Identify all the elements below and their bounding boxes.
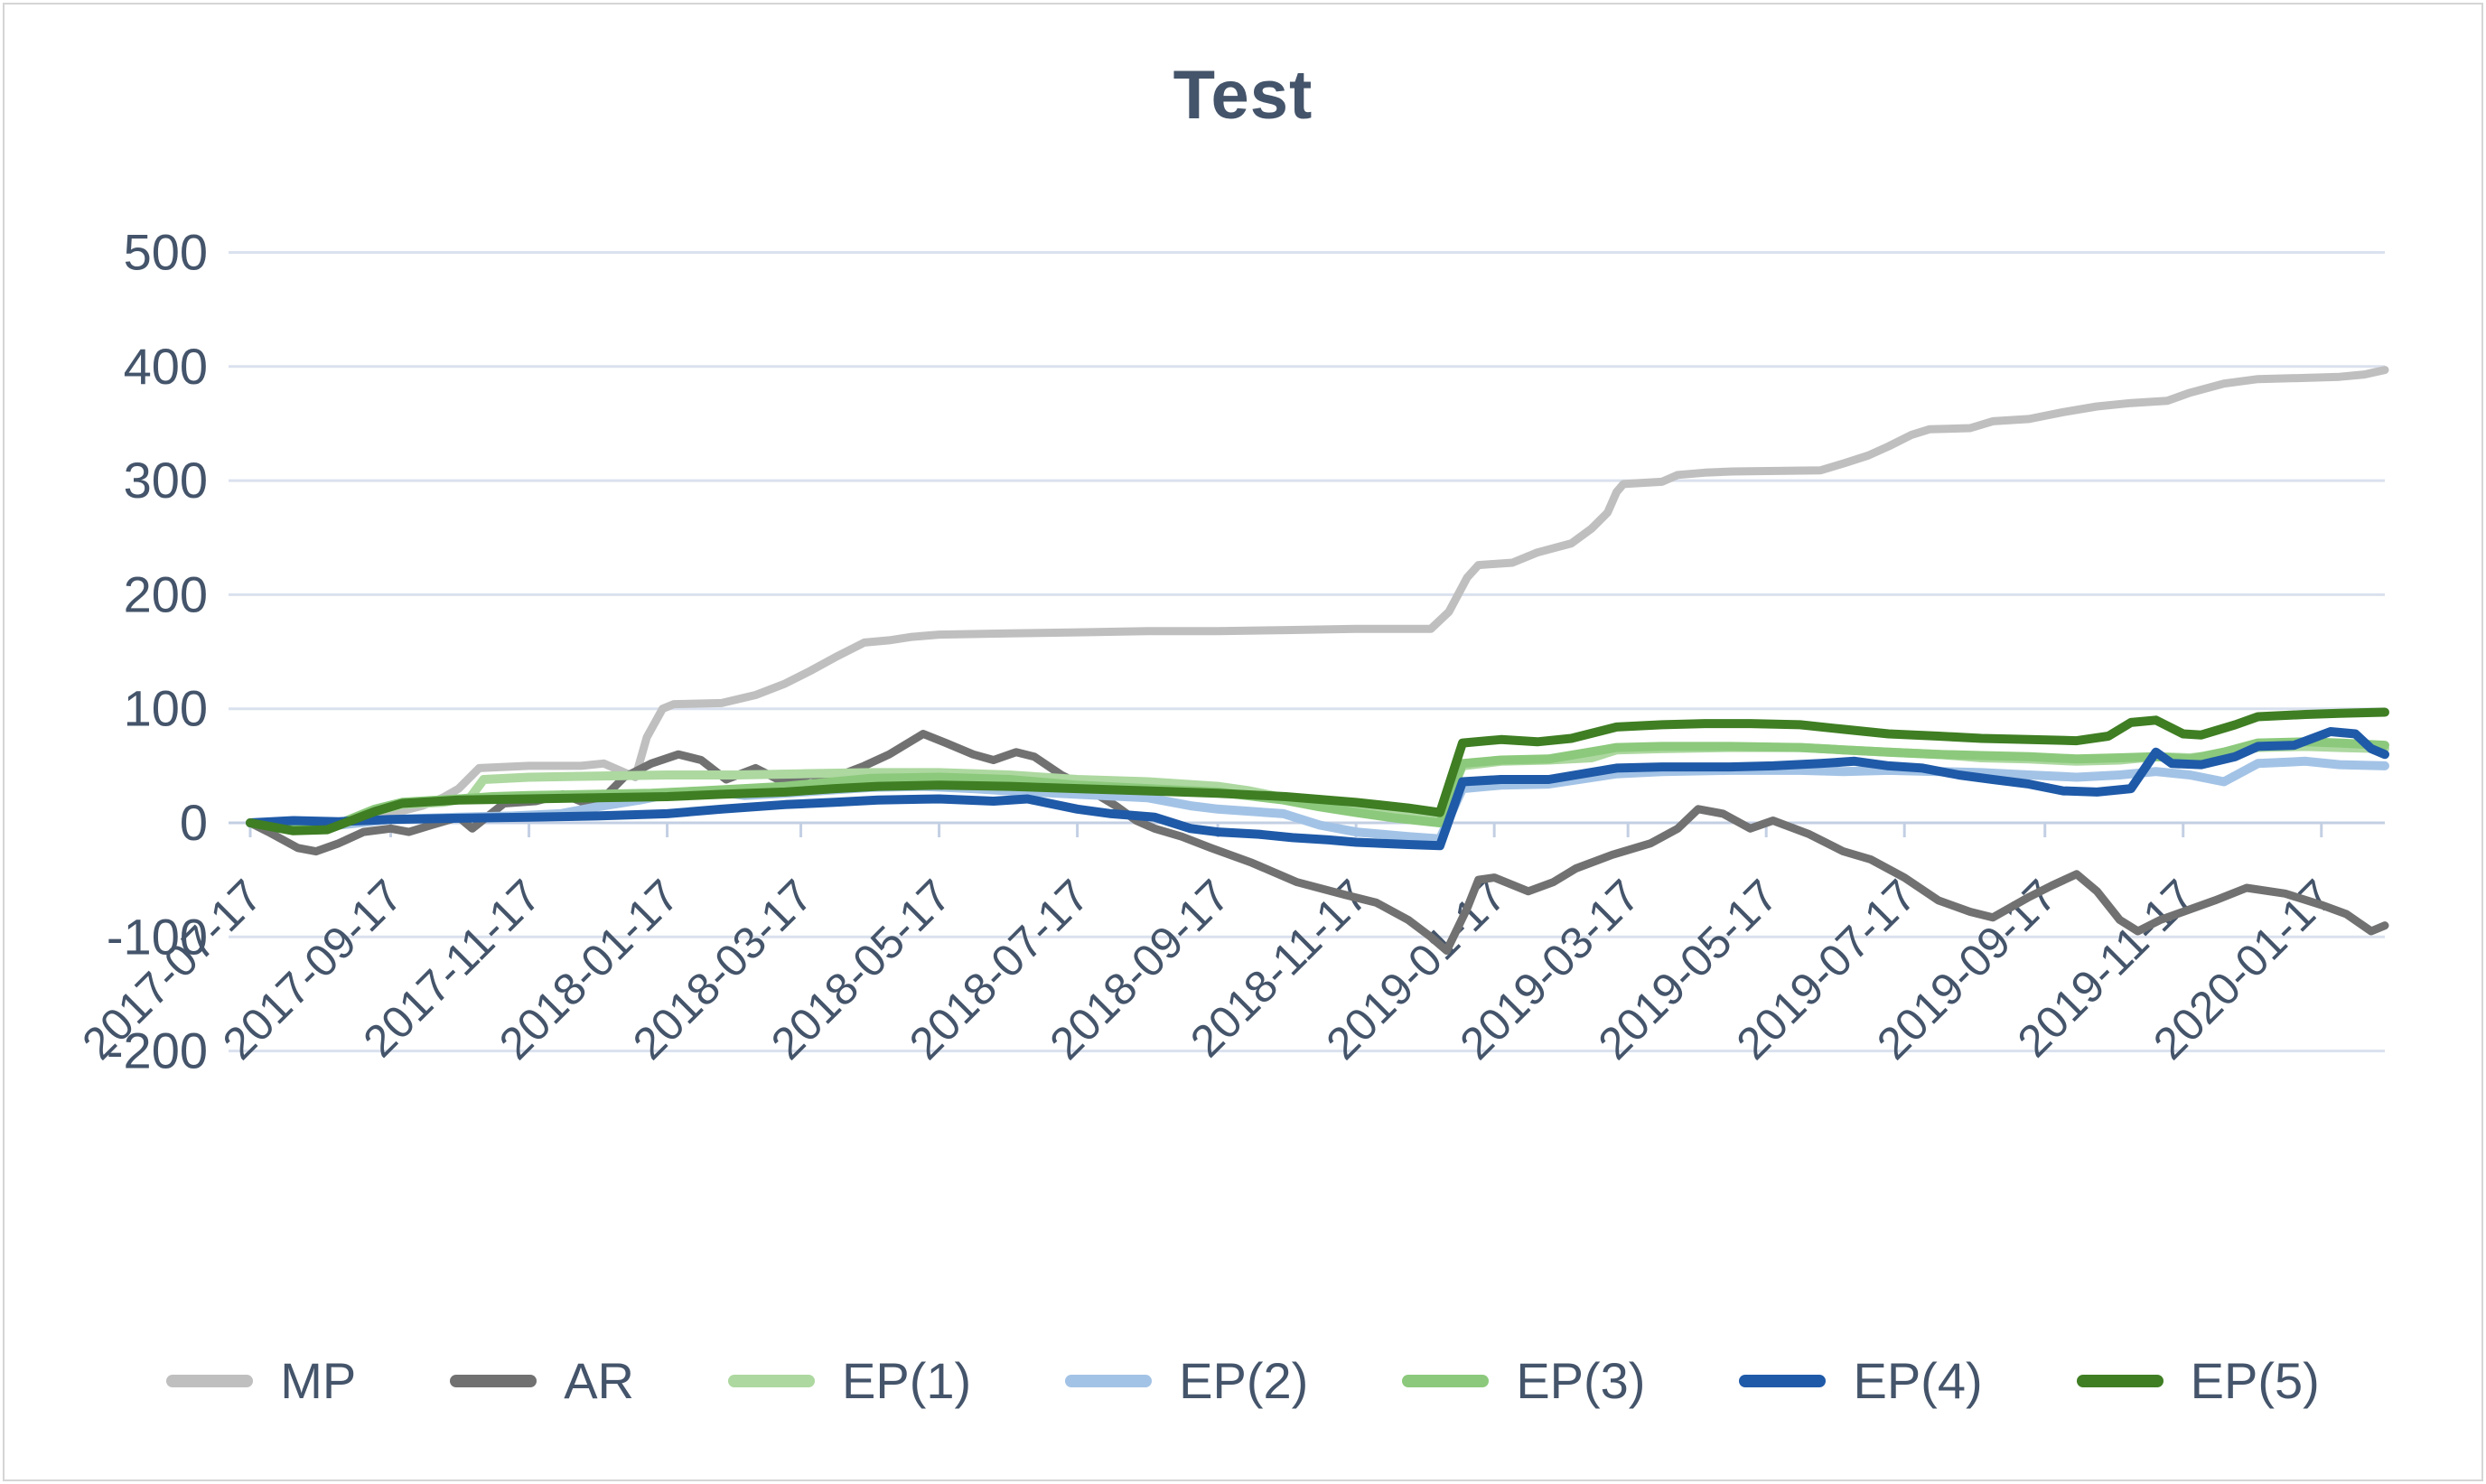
legend-swatch-EP(2) bbox=[1065, 1374, 1153, 1387]
svg-text:300: 300 bbox=[124, 452, 208, 509]
svg-text:200: 200 bbox=[124, 565, 208, 622]
legend-label-AR: AR bbox=[564, 1352, 634, 1409]
svg-text:0: 0 bbox=[180, 794, 208, 851]
y-axis-labels: 500 400 300 200 100 0 -100 -200 bbox=[107, 224, 208, 1079]
svg-text:-100: -100 bbox=[107, 908, 208, 965]
legend-label-MP: MP bbox=[280, 1352, 357, 1409]
legend-item-MP: MP bbox=[166, 1351, 356, 1410]
svg-text:500: 500 bbox=[124, 224, 208, 281]
legend-item-AR: AR bbox=[450, 1351, 634, 1410]
legend-swatch-MP bbox=[166, 1374, 254, 1387]
legend-item-EP(2): EP(2) bbox=[1065, 1351, 1308, 1410]
legend-item-EP(4): EP(4) bbox=[1739, 1351, 1983, 1410]
x-axis-labels: 2017-07-172017-09-172017-11-172018-01-17… bbox=[72, 870, 2342, 1069]
chart-legend: MP AR EP(1) EP(2) EP(3) EP(4) EP(5) bbox=[0, 1351, 2486, 1410]
legend-swatch-EP(5) bbox=[2076, 1374, 2164, 1387]
legend-label-EP(3): EP(3) bbox=[1516, 1352, 1646, 1409]
legend-item-EP(5): EP(5) bbox=[2076, 1351, 2320, 1410]
legend-item-EP(3): EP(3) bbox=[1402, 1351, 1645, 1410]
legend-swatch-EP(3) bbox=[1402, 1374, 1490, 1387]
series-line-EP(4) bbox=[246, 727, 2389, 851]
legend-label-EP(1): EP(1) bbox=[842, 1352, 972, 1409]
legend-label-EP(4): EP(4) bbox=[1853, 1352, 1983, 1409]
svg-text:400: 400 bbox=[124, 338, 208, 395]
chart-title: Test bbox=[1173, 57, 1313, 134]
legend-item-EP(1): EP(1) bbox=[728, 1351, 971, 1410]
series-line-EP(5) bbox=[246, 707, 2389, 835]
legend-swatch-EP(1) bbox=[728, 1374, 815, 1387]
legend-swatch-AR bbox=[450, 1374, 537, 1387]
legend-label-EP(2): EP(2) bbox=[1179, 1352, 1309, 1409]
legend-swatch-EP(4) bbox=[1739, 1374, 1827, 1387]
svg-text:-200: -200 bbox=[107, 1022, 208, 1079]
legend-label-EP(5): EP(5) bbox=[2190, 1352, 2320, 1409]
series-line-MP bbox=[246, 366, 2389, 833]
svg-text:100: 100 bbox=[124, 680, 208, 737]
